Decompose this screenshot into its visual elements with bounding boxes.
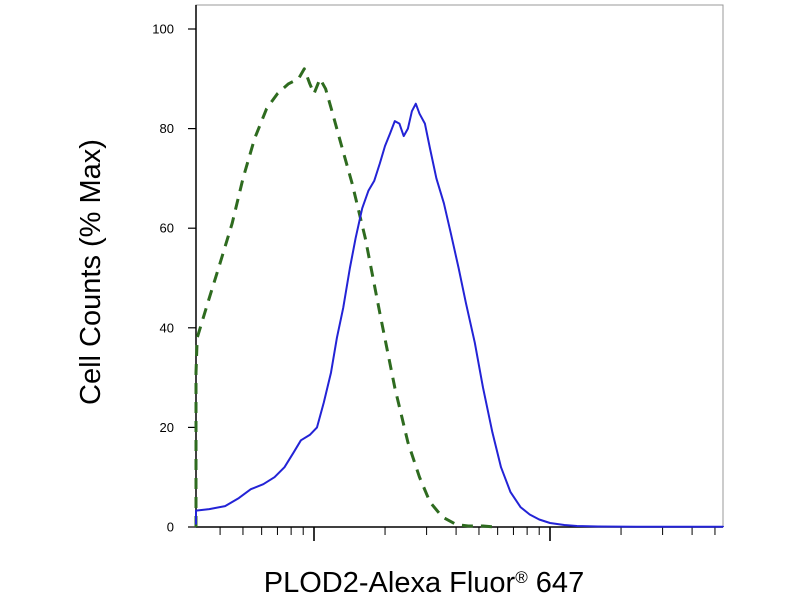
x-axis-title-suffix: 647	[528, 567, 584, 599]
y-tick-label-0: 0	[167, 520, 174, 535]
plot-frame	[195, 4, 724, 528]
y-tick-label-100: 100	[152, 22, 174, 37]
series-line-solid	[195, 102, 724, 528]
x-axis-title: PLOD2-Alexa Fluor® 647	[264, 567, 584, 599]
x-axis-title-main: PLOD2-Alexa Fluor	[264, 567, 516, 599]
y-tick-label-80: 80	[160, 121, 174, 136]
labels-layer: Cell Counts (% Max) PLOD2-Alexa Fluor® 6…	[75, 139, 584, 599]
y-tick-label-40: 40	[160, 320, 174, 335]
axes-layer: 0 20 40 60 80 100	[152, 4, 724, 541]
x-axis-title-registered-mark: ®	[515, 568, 528, 587]
y-tick-label-60: 60	[160, 221, 174, 236]
series-layer	[194, 67, 724, 529]
y-axis-title: Cell Counts (% Max)	[75, 139, 107, 405]
y-tick-label-20: 20	[160, 420, 174, 435]
